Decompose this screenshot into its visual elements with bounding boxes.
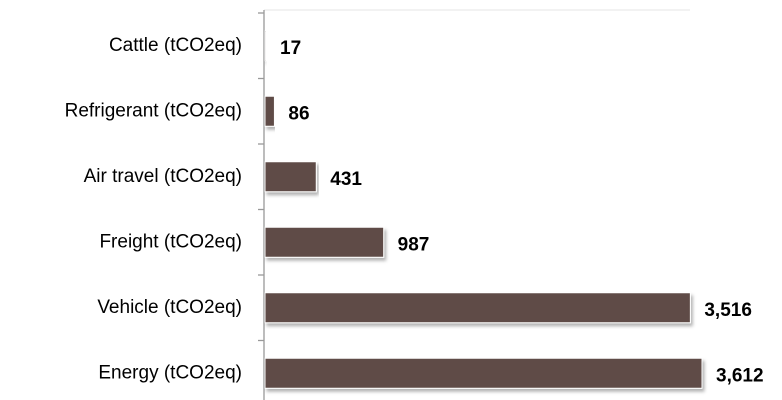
bar <box>264 292 691 324</box>
value-label: 3,516 <box>704 300 752 321</box>
value-label: 17 <box>280 38 301 59</box>
category-label: Freight (tCO2eq) <box>99 231 242 252</box>
value-label: 3,612 <box>716 365 764 386</box>
bar <box>264 161 317 193</box>
bar <box>264 357 703 389</box>
category-label: Air travel (tCO2eq) <box>84 166 242 187</box>
value-label: 86 <box>288 103 309 124</box>
category-label: Vehicle (tCO2eq) <box>97 297 242 318</box>
bar <box>264 30 267 62</box>
bar <box>264 95 275 127</box>
category-label: Cattle (tCO2eq) <box>109 35 242 56</box>
value-label: 431 <box>330 169 362 190</box>
bar <box>264 226 385 258</box>
value-label: 987 <box>398 234 430 255</box>
category-label: Refrigerant (tCO2eq) <box>65 100 242 121</box>
category-label: Energy (tCO2eq) <box>98 362 242 383</box>
